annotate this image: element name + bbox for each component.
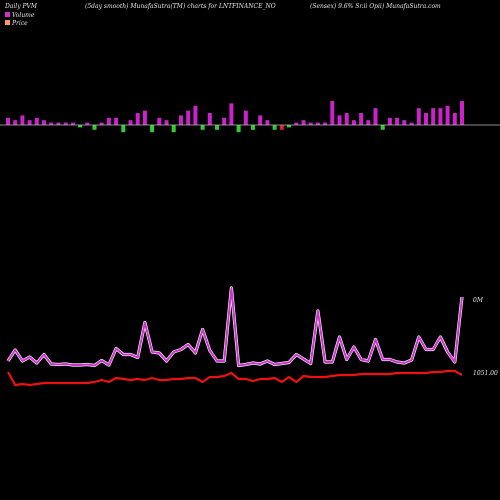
volume-bar xyxy=(330,101,335,125)
volume-bar xyxy=(431,108,436,125)
volume-bar xyxy=(272,125,277,130)
volume-bar xyxy=(337,115,342,125)
volume-bar xyxy=(85,122,90,125)
legend-price-label: Price xyxy=(11,20,28,27)
volume-bar xyxy=(416,108,421,125)
volume-bar xyxy=(222,117,227,125)
volume-bar xyxy=(380,125,385,130)
volume-bar xyxy=(315,122,320,125)
volume-bar xyxy=(13,120,18,125)
volume-bar xyxy=(157,117,162,125)
volume-bar xyxy=(20,115,25,125)
volume-bar xyxy=(279,125,284,130)
volume-bar xyxy=(179,115,183,125)
volume-bar xyxy=(150,125,155,133)
series-lines xyxy=(6,286,464,387)
volume-bar xyxy=(301,120,306,125)
volume-bar xyxy=(142,110,147,125)
volume-bar xyxy=(171,125,176,133)
volume-bar xyxy=(70,122,75,125)
legend-price-swatch xyxy=(5,20,10,25)
volume-bar xyxy=(351,120,356,125)
volume-bar xyxy=(135,113,140,125)
volume-bar xyxy=(445,105,450,125)
volume-bar xyxy=(294,122,299,125)
volume-value-label: 0M xyxy=(473,297,484,304)
volume-bar xyxy=(6,117,10,125)
volume-bar xyxy=(56,122,61,125)
volume-bar xyxy=(344,113,349,125)
volume-bar xyxy=(387,117,392,125)
volume-bar xyxy=(200,125,205,130)
volume-bar xyxy=(42,120,46,125)
volume-bar xyxy=(229,103,234,125)
volume-bar xyxy=(265,120,270,125)
volume-bar xyxy=(323,122,328,125)
volume-bar xyxy=(359,113,364,125)
volume-bar xyxy=(366,120,371,125)
volume-bar xyxy=(215,125,219,130)
price-value-label: 1051.00 xyxy=(473,370,498,377)
volume-bar xyxy=(308,122,313,125)
volume-bar xyxy=(114,117,119,125)
volume-bar xyxy=(63,122,68,125)
header-right: (Sensex) 9.6% Sr.ii Opii) MunafaSutra.co… xyxy=(310,3,441,10)
volume-bar xyxy=(452,113,457,125)
volume-bar xyxy=(186,110,191,125)
volume-bar xyxy=(236,125,241,133)
volume-bar xyxy=(438,108,443,125)
volume-bar xyxy=(402,120,407,125)
volume-bar xyxy=(106,117,111,125)
volume-bar xyxy=(424,113,428,125)
volume-bar xyxy=(121,125,126,133)
legend-volume-swatch xyxy=(5,12,10,17)
volume-bar xyxy=(78,125,83,128)
volume-bar xyxy=(34,117,39,125)
volume-bars xyxy=(6,101,464,133)
volume-bar xyxy=(287,125,291,128)
volume-bar xyxy=(27,120,32,125)
volume-bar xyxy=(193,105,198,125)
volume-bar xyxy=(99,122,104,125)
volume-bar xyxy=(243,110,248,125)
volume-bar xyxy=(460,101,464,125)
header-center: (5day smooth) MunafaSutra(TM) charts for… xyxy=(85,3,276,10)
volume-bar xyxy=(128,120,133,125)
price-line xyxy=(7,369,463,387)
volume-line xyxy=(7,287,463,367)
volume-bar xyxy=(207,113,212,125)
volume-bar xyxy=(164,120,169,125)
header-left: Daily PVM xyxy=(4,3,38,10)
volume-bar xyxy=(251,125,255,130)
legend-volume-label: Volume xyxy=(12,12,35,19)
volume-bar xyxy=(373,108,378,125)
volume-bar xyxy=(258,115,263,125)
volume-bar xyxy=(395,117,400,125)
volume-bar xyxy=(409,122,414,125)
volume-bar xyxy=(92,125,97,130)
volume-bar xyxy=(49,122,54,125)
